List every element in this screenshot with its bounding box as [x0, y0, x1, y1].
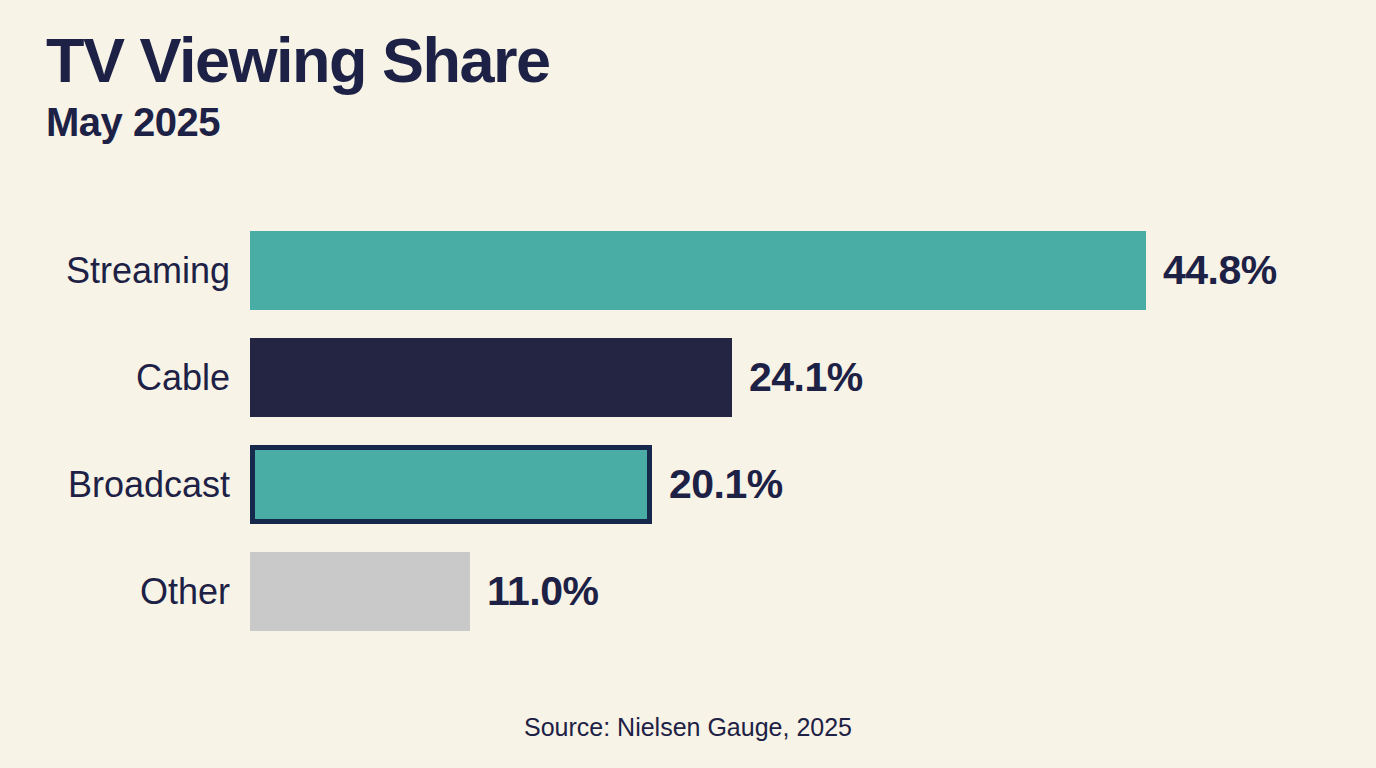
chart-header: TV Viewing Share May 2025	[0, 0, 1376, 145]
value-label: 11.0%	[487, 568, 599, 615]
bar-row: Cable 24.1%	[0, 338, 1376, 417]
category-label: Cable	[0, 357, 250, 399]
bar-row: Other 11.0%	[0, 552, 1376, 631]
bar	[250, 552, 470, 631]
value-label: 24.1%	[749, 354, 863, 401]
value-label: 20.1%	[669, 461, 783, 508]
category-label: Other	[0, 571, 250, 613]
value-label: 44.8%	[1163, 247, 1277, 294]
category-label: Streaming	[0, 250, 250, 292]
category-label: Broadcast	[0, 464, 250, 506]
page-title: TV Viewing Share	[46, 26, 1376, 94]
bar-row: Broadcast 20.1%	[0, 445, 1376, 524]
bar	[250, 231, 1146, 310]
bar	[250, 338, 732, 417]
bar-chart: Streaming 44.8% Cable 24.1% Broadcast 20.1% Ot…	[0, 231, 1376, 659]
bar-row: Streaming 44.8%	[0, 231, 1376, 310]
page-subtitle: May 2025	[46, 100, 1376, 145]
bar	[250, 445, 652, 524]
source-caption: Source: Nielsen Gauge, 2025	[0, 713, 1376, 742]
